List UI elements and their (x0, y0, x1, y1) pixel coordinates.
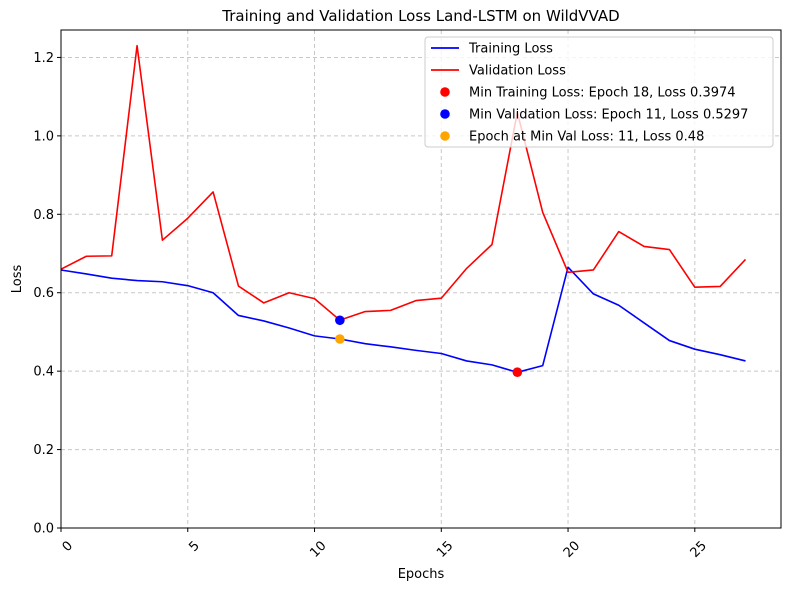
legend-min-training-swatch (440, 87, 450, 97)
series-lines (60, 44, 747, 374)
legend-box (424, 36, 774, 148)
y-tick-label: 0.8 (33, 208, 54, 223)
chart-title: Training and Validation Loss Land-LSTM o… (221, 7, 619, 25)
legend-epoch-min-val-swatch (440, 131, 450, 141)
y-tick-label: 0.2 (33, 443, 54, 458)
y-tick-label: 0.0 (33, 522, 54, 537)
legend-epoch-min-val-label: Epoch at Min Val Loss: 11, Loss 0.48 (469, 130, 704, 145)
legend-validation-loss-label: Validation Loss (469, 64, 566, 79)
grid-lines (60, 30, 781, 529)
validation-loss-line (60, 44, 747, 321)
epoch-at-min-val-marker (335, 334, 345, 344)
training-loss-line (60, 266, 746, 374)
min-validation-loss-marker (335, 315, 345, 326)
legend-min-training-label: Min Training Loss: Epoch 18, Loss 0.3974 (469, 86, 736, 101)
legend-min-validation-label: Min Validation Loss: Epoch 11, Loss 0.52… (469, 108, 748, 123)
y-tick-label: 1.0 (33, 129, 54, 144)
legend-min-validation-swatch (440, 109, 450, 119)
y-tick-label: 1.2 (33, 51, 54, 66)
plot-frame (60, 29, 782, 529)
y-axis-label: Loss (10, 265, 25, 294)
min-training-loss-marker (512, 367, 523, 377)
y-tick-label: 0.4 (33, 365, 54, 380)
min-markers (335, 315, 523, 377)
legend: Training Loss Validation Loss Min Training… (424, 36, 774, 148)
legend-training-loss-label: Training Loss (468, 42, 553, 57)
x-axis-label: Epochs (398, 567, 445, 582)
y-tick-label: 0.6 (33, 286, 54, 301)
